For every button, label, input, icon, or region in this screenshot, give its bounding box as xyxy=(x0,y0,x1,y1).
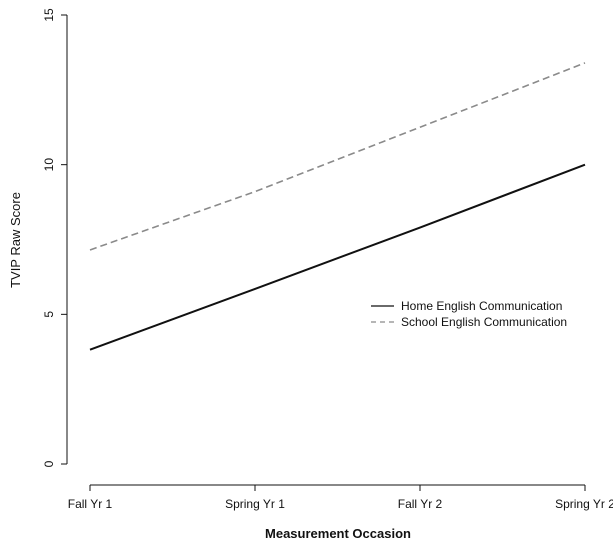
y-tick-label: 10 xyxy=(42,158,56,172)
series-layer xyxy=(89,62,586,351)
series-line-school xyxy=(89,62,586,251)
y-tick-label: 0 xyxy=(42,460,56,467)
legend-label-school: School English Communication xyxy=(401,315,567,329)
x-axis-title: Measurement Occasion xyxy=(265,526,411,541)
y-axis-title: TVIP Raw Score xyxy=(8,192,23,288)
legend: Home English Communication School Englis… xyxy=(371,299,567,329)
x-tick-label: Fall Yr 1 xyxy=(68,497,113,511)
x-tick-label: Spring Yr 1 xyxy=(225,497,285,511)
x-tick-label: Spring Yr 2 xyxy=(555,497,613,511)
legend-label-home: Home English Communication xyxy=(401,299,562,313)
x-axis: Fall Yr 1 Spring Yr 1 Fall Yr 2 Spring Yr 2 xyxy=(68,484,613,511)
x-tick-label: Fall Yr 2 xyxy=(398,497,443,511)
series-line-home xyxy=(89,163,586,351)
y-tick-label: 5 xyxy=(42,311,56,318)
y-axis: 0 5 10 15 xyxy=(42,8,68,467)
y-tick-label: 15 xyxy=(42,8,56,22)
